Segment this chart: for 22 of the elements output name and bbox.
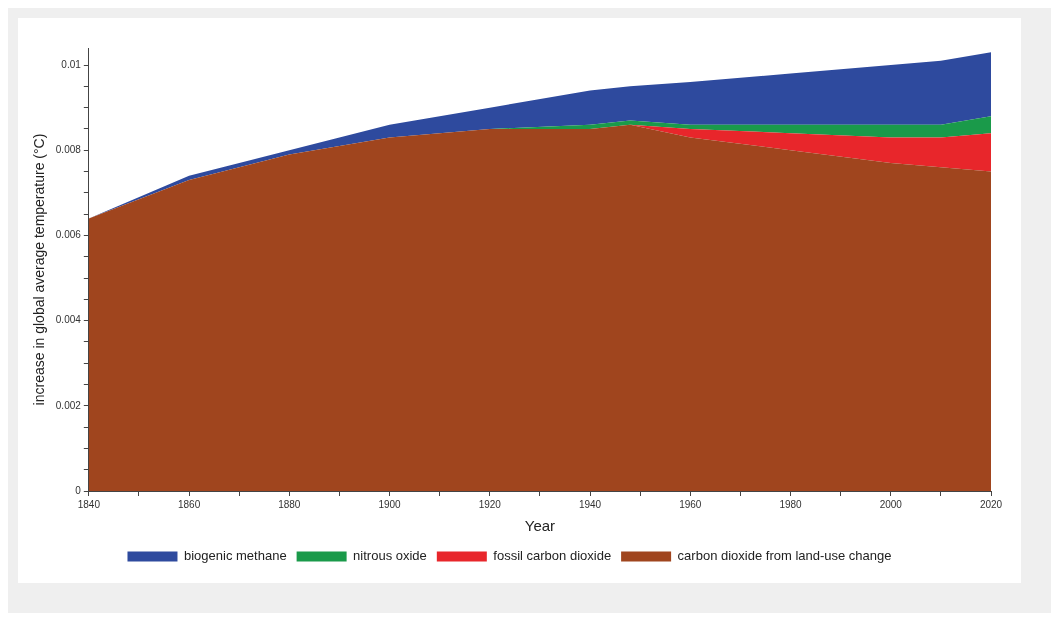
x-tick-label: 2020 xyxy=(979,498,1003,510)
y-tick-label: 0.004 xyxy=(55,314,82,326)
legend-label: biogenic methane xyxy=(183,548,287,564)
y-axis-title: increase in global average temperature (°C) xyxy=(31,133,48,406)
x-tick-label: 1840 xyxy=(77,498,101,510)
x-tick-label: 1920 xyxy=(478,498,502,510)
y-tick-label: 0.002 xyxy=(55,399,82,411)
x-tick-label: 1940 xyxy=(578,498,602,510)
x-tick-label: 2000 xyxy=(879,498,903,510)
y-tick-label: 0.006 xyxy=(55,229,82,241)
x-tick-label: 1960 xyxy=(679,498,702,510)
y-tick-label: 0.008 xyxy=(55,143,82,155)
y-tick-label: 0 xyxy=(75,484,82,496)
legend-label: nitrous oxide xyxy=(353,548,427,564)
y-tick-label: 0.01 xyxy=(61,58,82,70)
x-axis-title: Year xyxy=(524,517,556,535)
legend-label: fossil carbon dioxide xyxy=(493,548,612,564)
x-tick-label: 1860 xyxy=(177,498,201,510)
x-tick-label: 1900 xyxy=(378,498,402,510)
x-tick-label: 1880 xyxy=(278,498,301,510)
legend-label: carbon dioxide from land-use change xyxy=(677,548,892,564)
x-tick-label: 1980 xyxy=(779,498,803,510)
